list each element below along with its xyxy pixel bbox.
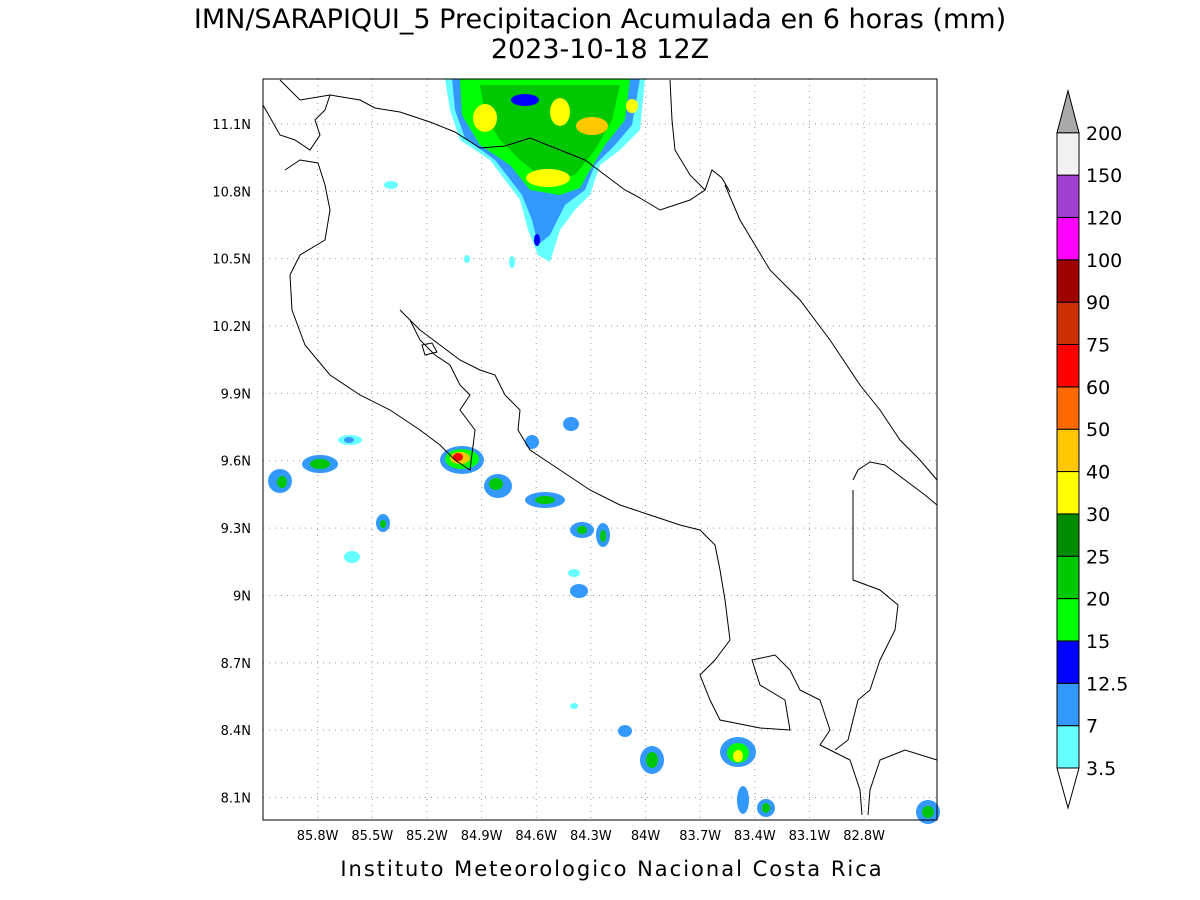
y-tick-label: 10.2N: [212, 320, 251, 335]
colorbar-label: 100: [1086, 250, 1122, 272]
colorbar-label: 60: [1086, 377, 1110, 399]
colorbar-box: [1056, 259, 1080, 303]
colorbar-box: [1056, 471, 1080, 515]
x-tick-label: 83.7W: [679, 829, 721, 844]
y-tick-label: 9N: [233, 589, 251, 604]
colorbar-box: [1056, 428, 1080, 473]
colorbar-label: 7: [1086, 716, 1098, 738]
rain-core: [550, 98, 570, 126]
y-tick-label: 10.5N: [212, 253, 251, 268]
rain-cells: [268, 181, 940, 824]
rain-core: [511, 94, 539, 106]
y-tick-label: 11.1N: [212, 118, 251, 133]
x-tick-label: 84.3W: [570, 829, 612, 844]
map-subtitle: 2023-10-18 12Z: [491, 34, 709, 65]
map-frame: [262, 78, 938, 821]
colorbar-label: 50: [1086, 419, 1110, 441]
map-title: IMN/SARAPIQUI_5 Precipitacion Acumulada …: [194, 4, 1006, 35]
colorbar-label: 75: [1086, 335, 1110, 357]
grid: [263, 79, 937, 820]
colorbar-label: 150: [1086, 165, 1122, 187]
colorbar-label: 3.5: [1086, 758, 1116, 780]
colorbar-label: 15: [1086, 631, 1110, 653]
colorbar-under: [1056, 767, 1080, 810]
colorbar-box: [1056, 386, 1080, 430]
x-tick-label: 82.8W: [843, 829, 885, 844]
rain-core: [473, 104, 497, 132]
colorbar-box: [1056, 555, 1080, 600]
y-tick-label: 10.8N: [212, 185, 251, 200]
colorbar-over: [1056, 88, 1080, 134]
rain-core: [534, 234, 540, 246]
x-tick-label: 85.8W: [297, 829, 339, 844]
rain-area: [480, 85, 620, 180]
colorbar-box: [1056, 174, 1080, 218]
x-tick-label: 84.6W: [515, 829, 557, 844]
colorbar-box: [1056, 725, 1080, 769]
rain-core: [576, 117, 608, 135]
colorbar-box: [1056, 344, 1080, 388]
y-tick-label: 9.6N: [221, 455, 251, 470]
y-tick-label: 9.9N: [221, 387, 251, 402]
colorbar-label: 200: [1086, 123, 1122, 145]
axis-labels: 85.8W 85.5W 85.2W 84.9W 84.6W 84.3W 84W 83.7W 83…: [212, 118, 885, 844]
coastlines: [262, 79, 938, 816]
y-tick-label: 9.3N: [221, 522, 251, 537]
colorbar-box: [1056, 682, 1080, 727]
colorbar: 3.5 7 12.5 15 20 25 30 40 50 60 75 90 100 120 150 200: [1056, 88, 1128, 810]
colorbar-label: 120: [1086, 207, 1122, 229]
colorbar-box: [1056, 216, 1080, 261]
colorbar-box: [1056, 301, 1080, 345]
precipitation-field: [268, 79, 940, 824]
x-tick-label: 85.5W: [351, 829, 393, 844]
x-tick-label: 83.1W: [789, 829, 831, 844]
rain-core: [626, 99, 638, 113]
colorbar-box: [1056, 132, 1080, 176]
x-tick-label: 85.2W: [406, 829, 448, 844]
footer: Instituto Meteorologico Nacional Costa R…: [340, 857, 883, 881]
colorbar-label: 20: [1086, 589, 1110, 611]
x-tick-label: 83.4W: [734, 829, 776, 844]
colorbar-label: 12.5: [1086, 673, 1128, 695]
x-tick-label: 84.9W: [461, 829, 503, 844]
colorbar-label: 90: [1086, 292, 1110, 314]
y-tick-label: 8.4N: [221, 724, 251, 739]
x-tick-label: 84W: [631, 829, 661, 844]
colorbar-box: [1056, 598, 1080, 642]
y-tick-label: 8.1N: [221, 792, 251, 807]
rain-core: [526, 169, 570, 187]
colorbar-box: [1056, 513, 1080, 557]
colorbar-label: 25: [1086, 546, 1110, 568]
colorbar-label: 40: [1086, 462, 1110, 484]
colorbar-box: [1056, 640, 1080, 684]
colorbar-label: 30: [1086, 504, 1110, 526]
y-tick-label: 8.7N: [221, 657, 251, 672]
